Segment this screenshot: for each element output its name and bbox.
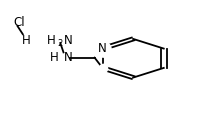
Text: Cl: Cl	[13, 16, 25, 29]
Text: N: N	[64, 34, 73, 47]
Text: H: H	[22, 34, 30, 47]
Text: N: N	[98, 42, 107, 55]
Text: H: H	[47, 34, 56, 47]
Text: N: N	[64, 51, 72, 64]
Text: H: H	[49, 51, 58, 64]
Text: 2: 2	[57, 39, 62, 48]
